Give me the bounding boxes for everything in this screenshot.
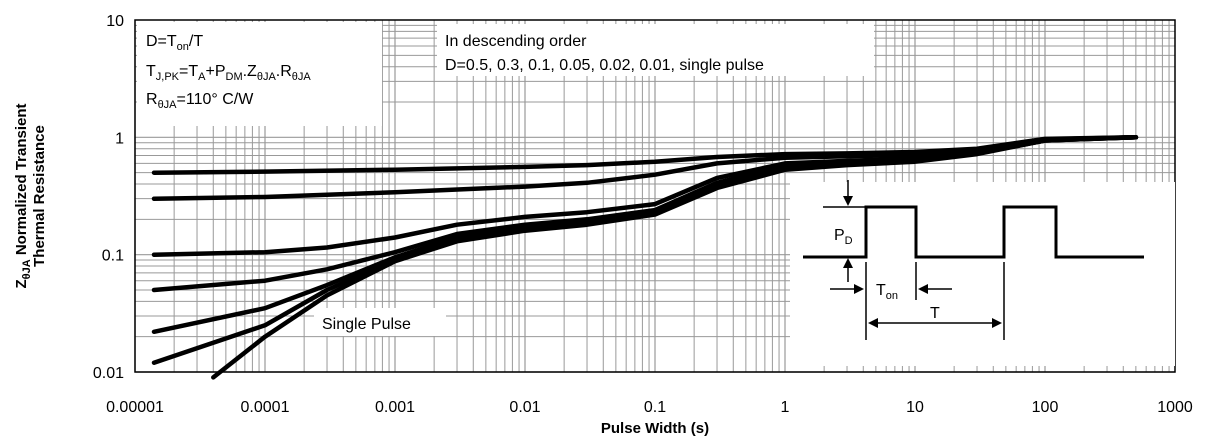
x-tick-label: 10 bbox=[906, 399, 924, 416]
duty-cycle-formula: D=Ton/T bbox=[146, 33, 203, 53]
y-axis-label-line2: Thermal Resistance bbox=[31, 125, 48, 267]
ton-arrow-left-head bbox=[854, 284, 864, 294]
pulse-inset: PD Ton T bbox=[790, 180, 1175, 366]
y-axis-label: ZθJA Normalized Transient Thermal Resist… bbox=[13, 103, 48, 288]
x-tick-label: 100 bbox=[1032, 399, 1059, 416]
ton-label: Ton bbox=[876, 282, 898, 302]
x-tick-label: 0.1 bbox=[644, 399, 666, 416]
thermal-resistance-value: RθJA=110° C/W bbox=[146, 91, 254, 111]
order-note-line2: D=0.5, 0.3, 0.1, 0.05, 0.02, 0.01, singl… bbox=[445, 57, 764, 74]
single-pulse-label: Single Pulse bbox=[322, 316, 411, 333]
x-tick-label: 1000 bbox=[1157, 399, 1193, 416]
x-tick-label: 0.01 bbox=[509, 399, 540, 416]
junction-temp-formula: TJ,PK=TA+PDM.ZθJA.RθJA bbox=[146, 63, 311, 83]
period-label: T bbox=[930, 305, 940, 322]
period-arrow-right-head bbox=[992, 318, 1002, 328]
pd-label: PD bbox=[834, 227, 853, 247]
x-tick-label: 0.001 bbox=[375, 399, 415, 416]
single-pulse-label-bg bbox=[314, 308, 446, 336]
order-box: In descending order D=0.5, 0.3, 0.1, 0.0… bbox=[437, 24, 874, 76]
y-tick-label: 0.01 bbox=[93, 365, 124, 382]
period-arrow-left-head bbox=[868, 318, 878, 328]
order-note-line1: In descending order bbox=[445, 33, 587, 50]
x-tick-label: 1 bbox=[781, 399, 790, 416]
series-line-single-pulse bbox=[211, 135, 1139, 380]
y-tick-labels: 0.01 0.1 1 10 bbox=[93, 13, 124, 382]
pd-arrow-top-head bbox=[843, 196, 853, 206]
series-group bbox=[151, 135, 1139, 380]
x-axis-label: Pulse Width (s) bbox=[601, 420, 709, 437]
order-box-bg bbox=[437, 24, 874, 76]
y-axis-label-line1: ZθJA Normalized Transient bbox=[13, 103, 33, 288]
y-tick-label: 10 bbox=[106, 13, 124, 30]
pulse-waveform bbox=[803, 205, 1144, 259]
formula-box: D=Ton/T TJ,PK=TA+PDM.ZθJA.RθJA RθJA=110°… bbox=[137, 22, 382, 126]
x-tick-label: 0.0001 bbox=[241, 399, 290, 416]
formula-box-bg bbox=[137, 22, 382, 126]
x-tick-labels: 0.00001 0.0001 0.001 0.01 0.1 1 10 100 1000 bbox=[106, 399, 1193, 416]
ton-arrow-right-head bbox=[918, 284, 928, 294]
y-tick-label: 1 bbox=[115, 130, 124, 147]
pulse-inset-bg bbox=[790, 182, 1175, 366]
y-tick-label: 0.1 bbox=[102, 248, 124, 265]
x-tick-label: 0.00001 bbox=[106, 399, 164, 416]
pd-arrow-bottom-head bbox=[843, 258, 853, 268]
